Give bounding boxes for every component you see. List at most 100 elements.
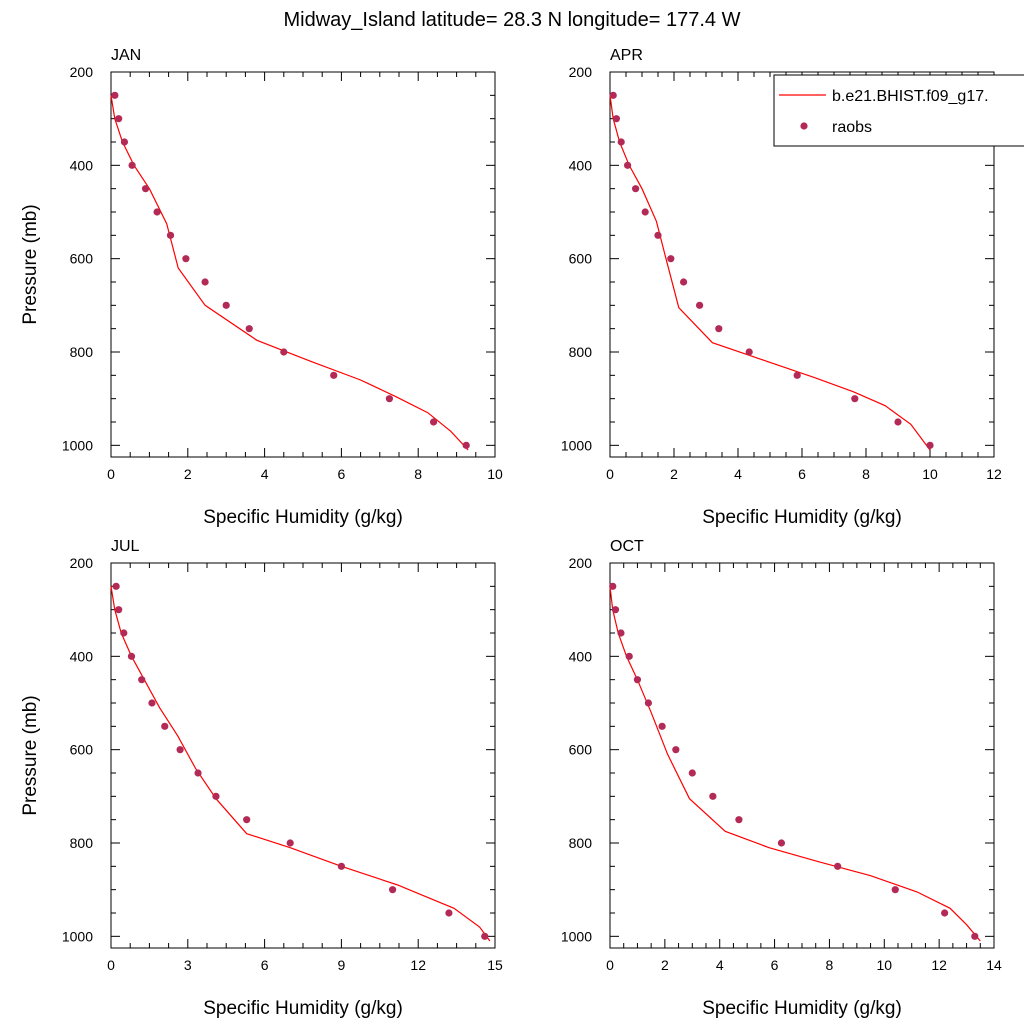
raobs-point <box>111 91 119 99</box>
raobs-point <box>672 746 680 754</box>
y-axis-title: Pressure (mb) <box>20 204 41 324</box>
raobs-point <box>243 816 251 824</box>
model-profile-line <box>609 586 981 942</box>
x-tick-label: 8 <box>862 466 870 482</box>
raobs-point <box>891 886 899 894</box>
x-tick-label: 12 <box>986 466 1002 482</box>
raobs-point <box>194 769 202 777</box>
raobs-point <box>182 255 190 263</box>
raobs-point <box>120 138 129 146</box>
raobs-point <box>715 325 723 333</box>
y-tick-label: 400 <box>70 648 94 664</box>
model-profile-line <box>609 95 931 451</box>
raobs-point <box>330 371 338 379</box>
legend-box <box>773 74 1024 147</box>
raobs-point <box>385 395 393 403</box>
figure-title: Midway_Island latitude= 28.3 N longitude… <box>284 9 741 31</box>
legend: b.e21.BHIST.f09_g17.raobs <box>773 74 1024 147</box>
x-tick-label: 0 <box>606 957 614 973</box>
raobs-point <box>632 185 640 193</box>
raobs-point <box>481 932 489 940</box>
raobs-point <box>609 582 617 590</box>
x-axis-title: Specific Humidity (g/kg) <box>203 507 403 528</box>
y-tick-label: 1000 <box>561 928 592 944</box>
x-tick-label: 8 <box>826 957 834 973</box>
raobs-point <box>834 862 842 870</box>
raobs-point <box>851 395 859 403</box>
x-tick-label: 0 <box>107 957 115 973</box>
raobs-point <box>389 886 397 894</box>
y-axis-title: Pressure (mb) <box>20 695 41 815</box>
y-tick-label: 600 <box>569 742 593 758</box>
raobs-point <box>115 606 123 614</box>
raobs-point <box>617 138 625 146</box>
raobs-point <box>429 418 438 426</box>
y-tick-label: 1000 <box>62 928 93 944</box>
raobs-point <box>201 278 209 286</box>
x-tick-label: 2 <box>184 466 192 482</box>
y-tick-label: 600 <box>70 251 94 267</box>
x-tick-label: 6 <box>771 957 779 973</box>
legend-entry-label: b.e21.BHIST.f09_g17. <box>832 88 989 105</box>
plot-frame <box>110 71 496 458</box>
y-tick-label: 800 <box>70 344 94 360</box>
y-tick-label: 400 <box>70 157 94 173</box>
raobs-point <box>709 792 717 800</box>
raobs-point <box>680 278 688 286</box>
legend-entry-label: raobs <box>832 119 872 136</box>
raobs-point <box>141 185 150 193</box>
raobs-point <box>212 792 220 800</box>
raobs-point <box>777 839 786 847</box>
panel-jan: 0 2 4 6 8 10 200 400 600 800 1000 JAN Specific Humid… <box>20 47 503 528</box>
raobs-point <box>654 231 662 239</box>
x-tick-label: 2 <box>661 957 669 973</box>
y-tick-label: 800 <box>569 344 593 360</box>
raobs-point <box>625 652 633 660</box>
y-tick-label: 1000 <box>62 437 93 453</box>
legend-marker-swatch <box>800 122 808 130</box>
raobs-point <box>611 606 620 614</box>
raobs-point <box>462 441 470 449</box>
raobs-point <box>609 91 617 99</box>
x-tick-label: 15 <box>487 957 503 973</box>
y-tick-label: 800 <box>70 835 94 851</box>
x-tick-label: 2 <box>670 466 678 482</box>
panels: 0 2 4 6 8 10 200 400 600 800 1000 JAN Specific Humid… <box>20 47 1002 1019</box>
raobs-point <box>926 441 934 449</box>
raobs-point <box>696 301 704 309</box>
raobs-point <box>166 231 175 239</box>
x-tick-label: 8 <box>414 466 422 482</box>
panel-oct: 0 2 4 6 8 10 12 14 200 400 600 800 1000 OCT Specific H… <box>561 538 1002 1019</box>
raobs-point <box>624 161 632 169</box>
raobs-point <box>153 208 161 216</box>
y-tick-label: 400 <box>569 648 593 664</box>
raobs-point <box>667 255 675 263</box>
raobs-point <box>127 652 136 660</box>
x-tick-label: 4 <box>734 466 742 482</box>
x-tick-label: 12 <box>931 957 947 973</box>
raobs-point <box>138 676 146 684</box>
raobs-point <box>617 629 625 637</box>
panel-label: JUL <box>111 538 140 555</box>
x-axis-title: Specific Humidity (g/kg) <box>203 998 403 1019</box>
plot-frame <box>110 562 496 949</box>
y-tick-label: 1000 <box>561 437 592 453</box>
panel-jul: 0 3 6 9 12 15 200 400 600 800 1000 JUL Specific Humi… <box>20 538 503 1019</box>
y-tick-label: 200 <box>569 555 593 571</box>
raobs-point <box>633 676 642 684</box>
raobs-point <box>941 909 949 917</box>
panel-label: OCT <box>610 538 644 555</box>
model-profile-line <box>110 95 469 451</box>
model-profile-line <box>110 586 491 942</box>
x-tick-label: 10 <box>876 957 892 973</box>
raobs-point <box>148 699 156 707</box>
raobs-point <box>971 932 979 940</box>
y-tick-label: 600 <box>70 742 94 758</box>
x-tick-label: 9 <box>338 957 346 973</box>
x-tick-label: 12 <box>410 957 426 973</box>
x-tick-label: 4 <box>261 466 269 482</box>
panel-label: JAN <box>111 47 141 64</box>
raobs-point <box>337 862 345 870</box>
raobs-point <box>245 325 253 333</box>
